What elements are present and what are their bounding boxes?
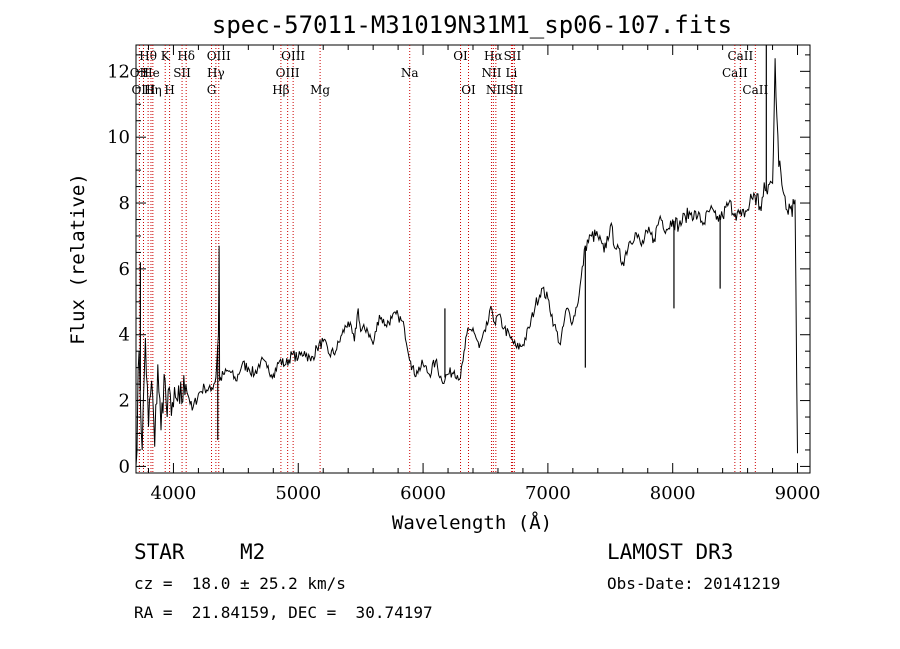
chart-title: spec-57011-M31019N31M1_sp06-107.fits xyxy=(212,11,732,39)
line-label-9: OIII xyxy=(207,49,231,63)
line-label-24: SII xyxy=(505,83,523,97)
line-label-25: CaII xyxy=(727,49,753,63)
x-tick-label-1: 5000 xyxy=(275,483,321,504)
line-label-2: OIII xyxy=(131,83,155,97)
line-label-18: OI xyxy=(461,83,476,97)
line-label-17: OI xyxy=(453,49,468,63)
x-tick-label-3: 7000 xyxy=(525,483,571,504)
line-label-16: Na xyxy=(401,66,419,80)
coordinates: RA = 21.84159, DEC = 30.74197 xyxy=(134,603,433,622)
y-tick-label-1: 2 xyxy=(119,391,130,412)
y-tick-label-3: 6 xyxy=(119,259,130,280)
object-subclass: M2 xyxy=(240,540,266,564)
spectral-line-markers: Hθ OII OIII He Hη K H SII Hδ OIII Hγ G Hβ OIII OIII Mg N… xyxy=(130,45,768,473)
x-axis-label: Wavelength (Å) xyxy=(392,511,552,534)
line-label-11: G xyxy=(207,83,217,97)
line-label-6: H xyxy=(164,83,174,97)
line-label-19: Hα xyxy=(484,49,503,63)
line-label-20: SII xyxy=(504,49,522,63)
line-label-8: Hδ xyxy=(177,49,195,63)
y-axis-label: Flux (relative) xyxy=(67,173,89,345)
line-label-26: CaII xyxy=(722,66,748,80)
line-label-22: Li xyxy=(506,66,518,80)
line-label-13: OIII xyxy=(281,49,305,63)
y-tick-label-5: 10 xyxy=(107,127,130,148)
x-tick-label-4: 8000 xyxy=(650,483,696,504)
tick-labels: 4000 5000 6000 7000 8000 9000 0 2 4 6 8 10 12 xyxy=(107,61,820,504)
line-label-4: Hη xyxy=(144,83,162,97)
plot-frame xyxy=(135,44,811,474)
redshift: cz = 18.0 ± 25.2 km/s xyxy=(134,574,346,593)
line-label-7: SII xyxy=(173,66,191,80)
spectrum-chart: spec-57011-M31019N31M1_sp06-107.fits Hθ O… xyxy=(67,11,820,534)
line-label-27: CaII xyxy=(742,83,768,97)
line-label-1: OII xyxy=(130,66,150,80)
line-label-15: Mg xyxy=(310,83,330,97)
line-label-0: Hθ xyxy=(139,49,157,63)
spectrum-line xyxy=(135,58,798,467)
x-tick-label-2: 6000 xyxy=(400,483,446,504)
y-tick-label-0: 0 xyxy=(119,456,130,477)
line-label-21: NII xyxy=(481,66,501,80)
line-label-10: Hγ xyxy=(207,66,225,80)
spectrum-spikes xyxy=(139,45,767,441)
line-label-23: NII xyxy=(486,83,506,97)
survey-name: LAMOST DR3 xyxy=(607,540,734,564)
axis-ticks xyxy=(136,45,810,473)
x-tick-label-0: 4000 xyxy=(151,483,197,504)
line-label-3: He xyxy=(142,66,160,80)
object-class: STAR xyxy=(134,540,185,564)
line-label-12: Hβ xyxy=(272,83,289,97)
y-tick-label-6: 12 xyxy=(107,61,130,82)
x-tick-label-5: 9000 xyxy=(775,483,821,504)
y-tick-label-2: 4 xyxy=(119,325,130,346)
line-label-14: OIII xyxy=(276,66,300,80)
y-tick-label-4: 8 xyxy=(119,193,130,214)
obs-date: Obs-Date: 20141219 xyxy=(607,574,781,593)
line-label-5: K xyxy=(161,49,171,63)
